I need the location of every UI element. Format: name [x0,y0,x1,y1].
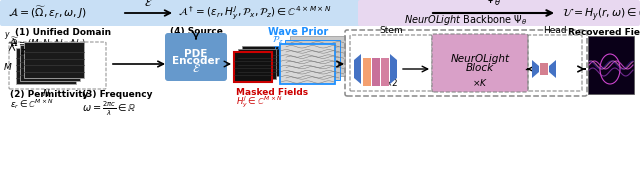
FancyBboxPatch shape [0,0,362,26]
Text: $\mathcal{U} = H_y(r, \omega) \in \mathbb{C}^{M \times N}$: $\mathcal{U} = H_y(r, \omega) \in \mathb… [562,3,640,24]
Bar [372,58,380,86]
Text: $\omega = \frac{2\pi c}{\lambda} \in \mathbb{R}$: $\omega = \frac{2\pi c}{\lambda} \in \ma… [82,100,136,118]
Text: $N$: $N$ [42,87,51,98]
Text: Encoder: Encoder [172,56,220,66]
Bar [20,45,80,81]
Text: $\mathcal{A}^\dagger = (\epsilon_r, H_y^J, \mathcal{P}_x, \mathcal{P}_z) \in \ma: $\mathcal{A}^\dagger = (\epsilon_r, H_y^… [178,4,332,22]
Bar [234,52,272,82]
Bar [290,36,345,76]
Bar [16,48,76,84]
Polygon shape [390,54,397,84]
Text: (4) Source: (4) Source [170,27,223,36]
Text: Masked Fields: Masked Fields [236,88,308,97]
Text: Block: Block [466,63,494,73]
Text: NeurOLight: NeurOLight [451,54,509,64]
Polygon shape [354,54,361,84]
Text: $H_y$: $H_y$ [604,36,618,52]
Bar [588,36,634,94]
Text: $z$: $z$ [20,47,26,56]
Text: $\mathcal{P}_x$: $\mathcal{P}_x$ [272,44,284,56]
FancyBboxPatch shape [165,33,227,81]
Text: $M$: $M$ [3,61,13,72]
Text: $H_y^J \in \mathbb{C}^{M \times N}$: $H_y^J \in \mathbb{C}^{M \times N}$ [236,95,283,110]
Text: $\mathcal{P}_z$: $\mathcal{P}_z$ [272,34,284,46]
Text: Stem: Stem [379,26,403,35]
Text: $\Psi_\theta$: $\Psi_\theta$ [485,0,501,8]
Text: $\epsilon_r \in \mathbb{C}^{M \times N}$: $\epsilon_r \in \mathbb{C}^{M \times N}$ [10,97,54,111]
Bar [381,58,389,86]
Bar [540,63,548,75]
Text: $\mathcal{E}$: $\mathcal{E}$ [144,0,152,8]
Text: (1) Unified Domain: (1) Unified Domain [15,28,111,37]
Text: $\mathcal{A} = (\widetilde{\Omega}, \epsilon_r, \omega, J)$: $\mathcal{A} = (\widetilde{\Omega}, \eps… [8,5,87,21]
FancyBboxPatch shape [358,0,640,26]
Text: $J$: $J$ [193,34,200,48]
Bar [285,40,340,80]
Text: $\widetilde{\Omega} = (M, N, \Delta l_x, \Delta l_z)$: $\widetilde{\Omega} = (M, N, \Delta l_x,… [10,35,86,50]
Text: $\times K$: $\times K$ [472,77,488,88]
Text: $\mathcal{E}$: $\mathcal{E}$ [191,62,200,76]
Polygon shape [532,60,539,78]
Polygon shape [549,60,556,78]
Bar [363,58,371,86]
FancyBboxPatch shape [432,34,528,92]
Text: Head: Head [543,26,567,35]
Bar [242,46,280,76]
Text: $\it{NeurOLight}$ Backbone $\Psi_\theta$: $\it{NeurOLight}$ Backbone $\Psi_\theta$ [404,13,528,27]
Text: (3) Frequency: (3) Frequency [82,90,152,99]
Text: Wave Prior: Wave Prior [268,27,328,37]
Text: PDE: PDE [184,49,208,59]
Text: (2) Permittivity: (2) Permittivity [10,90,88,99]
Text: $y$: $y$ [4,30,11,41]
Text: Recovered Fields: Recovered Fields [568,28,640,37]
Bar [24,42,84,78]
Bar [280,44,335,84]
Bar [238,49,276,79]
Text: $\times 2$: $\times 2$ [384,77,398,88]
